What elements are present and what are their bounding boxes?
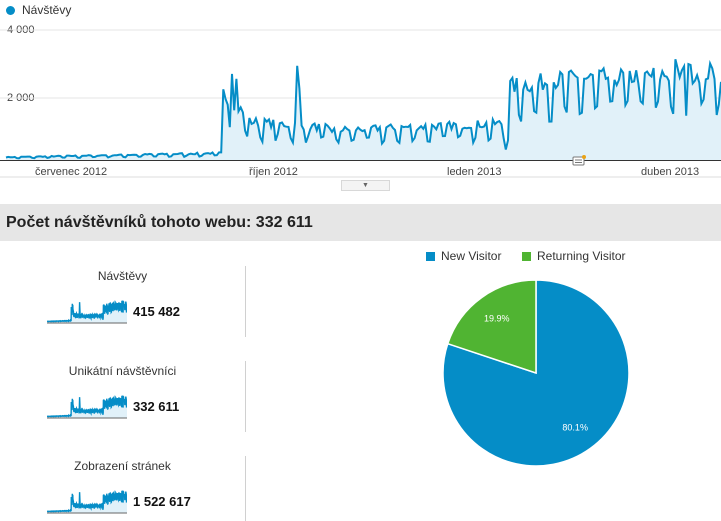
x-tick-jan-2013: leden 2013	[447, 166, 502, 178]
pie-value-label: 19.9%	[484, 314, 510, 324]
annotation-icon[interactable]	[572, 155, 586, 166]
metric-value: 415 482	[133, 304, 180, 319]
x-tick-oct-2012: říjen 2012	[249, 166, 298, 178]
sparkline-unique-visitors	[47, 395, 127, 419]
legend-swatch-icon	[426, 251, 435, 261]
visits-area	[6, 59, 721, 160]
section-header: Počet návštěvníků tohoto webu: 332 611	[0, 204, 721, 241]
metric-label: Zobrazení stránek	[74, 459, 171, 473]
legend-label: Návštěvy	[22, 3, 72, 17]
pie-legend-returning-visitor[interactable]: Returning Visitor	[522, 248, 626, 264]
triangle-down-icon: ▼	[362, 182, 369, 189]
collapse-chart-button[interactable]: ▼	[341, 180, 390, 191]
x-tick-jul-2012: červenec 2012	[35, 166, 108, 178]
sparkline-visits	[47, 300, 127, 324]
visitor-type-pie-chart: 80.1% 19.9%	[442, 280, 630, 467]
pie-legend-label: Returning Visitor	[537, 249, 626, 263]
section-title: Počet návštěvníků tohoto webu: 332 611	[6, 214, 313, 231]
sparkline-line	[47, 395, 127, 418]
pie-legend-new-visitor[interactable]: New Visitor	[426, 248, 501, 264]
pie-value-label: 80.1%	[562, 422, 588, 432]
visits-line-chart	[0, 29, 721, 178]
legend-swatch-icon	[522, 251, 531, 261]
metric-label: Návštěvy	[97, 269, 148, 283]
metric-label: Unikátní návštěvníci	[68, 364, 177, 378]
pie-slice-returning-visitor[interactable]	[446, 280, 537, 375]
visits-line	[5, 59, 721, 160]
chart-legend[interactable]: Návštěvy	[6, 2, 71, 18]
sparkline-line	[47, 300, 127, 323]
metric-value: 1 522 617	[133, 494, 191, 509]
metric-divider	[245, 456, 246, 521]
x-tick-apr-2013: duben 2013	[641, 166, 700, 178]
metric-divider	[245, 266, 246, 337]
legend-dot-icon	[6, 5, 15, 15]
metric-divider	[245, 361, 246, 432]
sparkline-pageviews	[47, 490, 127, 514]
metric-value: 332 611	[133, 399, 180, 414]
sparkline-line	[47, 490, 127, 513]
pie-legend-label: New Visitor	[441, 249, 502, 263]
